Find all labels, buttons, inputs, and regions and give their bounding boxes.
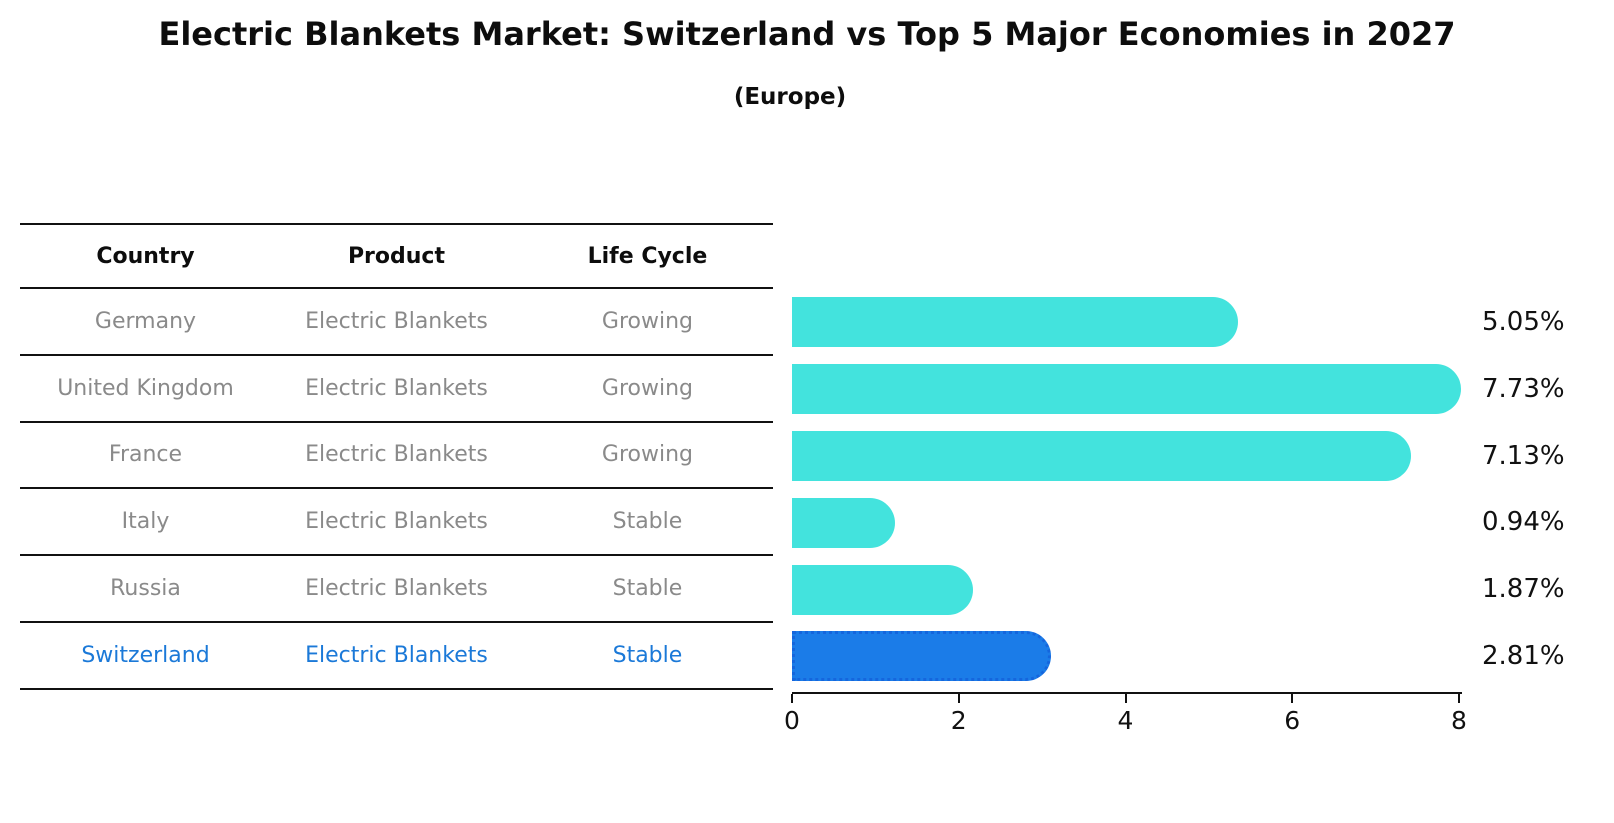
x-axis-tick-label: 4 [1117,706,1134,735]
header-life-cycle: Life Cycle [587,243,708,269]
bar [792,297,1239,348]
bar [792,364,1462,415]
bar-chart [792,289,1462,690]
table-header-row: Country Product Life Cycle [20,223,773,289]
bar [792,564,973,615]
table-row: United Kingdom Electric Blankets Growing [20,356,773,423]
cell-country: Switzerland [81,642,210,668]
table-row: Russia Electric Blankets Stable [20,556,773,623]
cell-life-cycle: Growing [601,308,693,334]
table-row: France Electric Blankets Growing [20,423,773,490]
cell-product: Electric Blankets [305,375,488,401]
bar [792,430,1412,481]
bar-row [792,556,1459,623]
x-axis-tick-label: 0 [784,706,800,735]
cell-product: Electric Blankets [305,642,488,668]
bar-row [792,356,1462,423]
cell-product: Electric Blankets [305,509,488,535]
value-label: 7.13% [1482,440,1565,471]
header-product: Product [347,243,445,269]
value-label: 0.94% [1482,507,1565,538]
x-axis-tick [1124,694,1127,703]
bar-row [792,623,1459,690]
x-axis-tick-label: 2 [950,706,967,735]
cell-product: Electric Blankets [305,576,488,602]
value-label: 5.05% [1482,307,1565,337]
table-row: Germany Electric Blankets Growing [20,289,773,356]
cell-life-cycle: Growing [601,375,693,401]
x-axis-line [792,692,1462,694]
x-axis-tick [957,694,960,703]
cell-life-cycle: Stable [612,576,683,602]
page-subtitle: (Europe) [733,84,847,110]
header-country: Country [96,243,195,269]
x-axis-tick [1458,694,1460,703]
bar-row [792,489,1459,556]
cell-product: Electric Blankets [305,308,488,334]
x-axis-tick-label: 6 [1284,706,1301,735]
cell-country: Germany [94,308,197,334]
bar [792,497,896,548]
cell-life-cycle: Growing [601,442,693,468]
bar-row [792,423,1459,490]
table-row: Switzerland Electric Blankets Stable [20,623,773,690]
bar-row [792,289,1459,356]
cell-product: Electric Blankets [305,442,488,468]
value-label: 2.81% [1482,641,1565,671]
table-body: Germany Electric Blankets Growing United… [20,289,773,690]
comparison-table: Country Product Life Cycle Germany Elect… [20,223,773,690]
value-label: 7.73% [1482,373,1565,404]
x-axis-tick [791,694,793,703]
x-axis-tick [1291,694,1294,703]
table-row: Italy Electric Blankets Stable [20,489,773,557]
cell-country: United Kingdom [57,375,234,401]
cell-life-cycle: Stable [612,642,683,668]
cell-country: Italy [121,509,170,535]
bar [792,631,1052,682]
value-label: 1.87% [1482,574,1565,605]
cell-country: Russia [110,576,181,602]
page-title: Electric Blankets Market: Switzerland vs… [158,15,1456,53]
cell-country: France [108,442,183,468]
cell-life-cycle: Stable [612,509,683,535]
x-axis-tick-label: 8 [1451,706,1467,735]
